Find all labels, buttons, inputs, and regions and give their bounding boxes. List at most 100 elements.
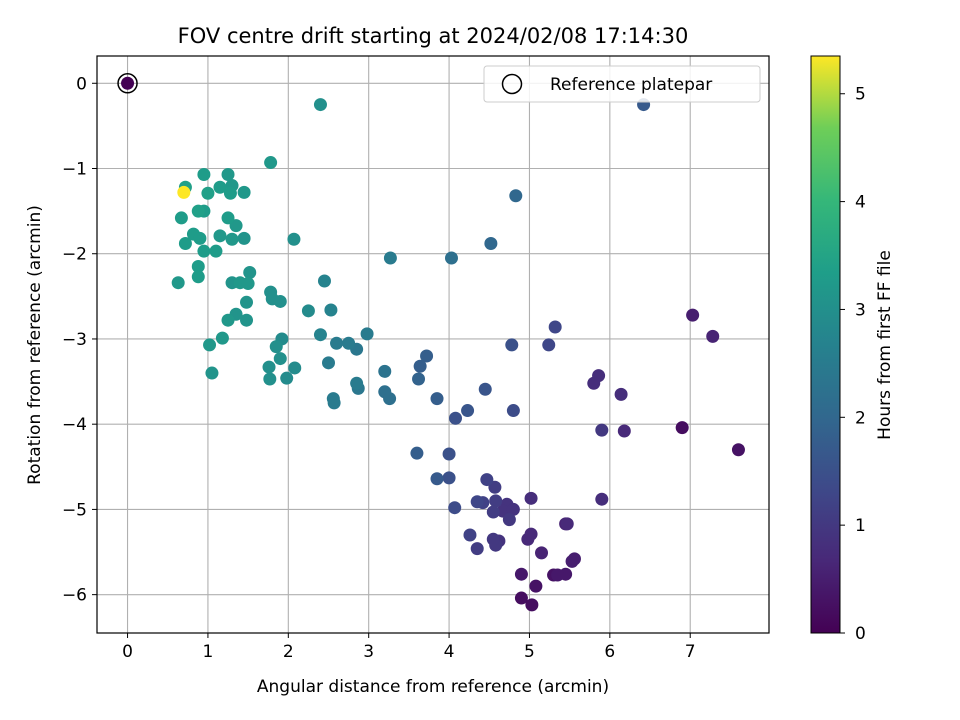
y-tick-label: −2: [62, 245, 87, 265]
y-tick-label: −6: [62, 586, 87, 606]
scatter-point: [213, 180, 227, 194]
scatter-point: [442, 447, 456, 461]
scatter-point: [317, 274, 331, 288]
x-tick-label: 0: [122, 642, 133, 662]
scatter-point: [269, 340, 283, 354]
x-tick-label: 5: [524, 642, 535, 662]
scatter-point: [617, 424, 631, 438]
legend-entry-reference: Reference platepar: [550, 75, 712, 95]
scatter-point: [412, 372, 426, 386]
scatter-point: [506, 404, 520, 418]
scatter-point: [171, 276, 185, 290]
scatter-point: [542, 338, 556, 352]
scatter-point: [486, 505, 500, 519]
scatter-point: [383, 251, 397, 265]
scatter-point: [524, 491, 538, 505]
colorbar-tick-label: 3: [855, 300, 866, 320]
scatter-point: [560, 517, 574, 531]
scatter-point: [193, 231, 207, 245]
scatter-point: [444, 251, 458, 265]
scatter-point: [675, 421, 689, 435]
colorbar-tick-label: 5: [855, 85, 866, 105]
legend: Reference platepar: [483, 65, 761, 103]
plot-area-frame: [96, 55, 770, 634]
scatter-point: [301, 304, 315, 318]
scatter-point: [240, 313, 254, 327]
scatter-point: [287, 232, 301, 246]
scatter-point: [463, 528, 477, 542]
scatter-point: [273, 294, 287, 308]
chart-title: FOV centre drift starting at 2024/02/08 …: [178, 24, 689, 48]
scatter-point: [731, 443, 745, 457]
x-axis-ticks: 0 1 2 3 4 5 6 7: [122, 633, 696, 662]
legend-box: [483, 65, 761, 103]
scatter-point: [614, 387, 628, 401]
scatter-point: [430, 472, 444, 486]
scatter-point: [221, 167, 235, 181]
scatter-point: [324, 303, 338, 317]
y-tick-label: −4: [62, 415, 87, 435]
scatter-point: [197, 244, 211, 258]
x-tick-label: 6: [604, 642, 615, 662]
y-tick-label: 0: [76, 74, 87, 94]
scatter-point: [514, 591, 528, 605]
scatter-point: [191, 204, 205, 218]
scatter-point: [551, 568, 565, 582]
scatter-point: [229, 219, 243, 233]
scatter-point: [178, 237, 192, 251]
scatter-point: [350, 376, 364, 390]
scatter-point: [174, 211, 188, 225]
scatter-point: [177, 185, 191, 199]
scatter-point: [241, 277, 255, 291]
scatter-point: [509, 189, 523, 203]
scatter-point: [223, 186, 237, 200]
colorbar-tick-label: 2: [855, 408, 866, 428]
scatter-point: [191, 260, 205, 274]
x-tick-label: 4: [444, 642, 455, 662]
scatter-point: [470, 542, 484, 556]
scatter-point: [413, 359, 427, 373]
colorbar-tick-label: 4: [855, 193, 866, 213]
x-tick-label: 2: [283, 642, 294, 662]
scatter-point: [243, 265, 257, 279]
scatter-point: [225, 232, 239, 246]
y-axis-label: Rotation from reference (arcmin): [25, 205, 45, 485]
scatter-point: [288, 361, 302, 375]
scatter-point: [686, 308, 700, 322]
scatter-point: [313, 98, 327, 112]
scatter-point: [548, 320, 562, 334]
scatter-point: [524, 527, 538, 541]
grid-lines: [97, 56, 769, 633]
scatter-point: [529, 579, 543, 593]
scatter-point: [420, 349, 434, 363]
scatter-point: [489, 494, 503, 508]
y-tick-label: −1: [62, 160, 87, 180]
colorbar-tick-label: 1: [855, 516, 866, 536]
scatter-point: [209, 244, 223, 258]
scatter-point: [595, 492, 609, 506]
reference-point-ring: [117, 73, 138, 94]
scatter-point: [505, 338, 519, 352]
y-tick-label: −3: [62, 330, 87, 350]
colorbar-label: Hours from first FF file: [875, 250, 895, 440]
x-axis-label: Angular distance from reference (arcmin): [257, 677, 609, 697]
scatter-point: [587, 376, 601, 390]
scatter-point: [486, 532, 500, 546]
scatter-point: [203, 338, 217, 352]
scatter-point: [201, 186, 215, 200]
scatter-point: [480, 473, 494, 487]
scatter-point: [488, 480, 502, 494]
x-tick-label: 7: [685, 642, 696, 662]
scatter-point: [567, 552, 581, 566]
scatter-point: [360, 327, 374, 341]
scatter-point: [237, 231, 251, 245]
y-tick-label: −5: [62, 500, 87, 520]
scatter-point: [484, 237, 498, 251]
scatter-point: [237, 185, 251, 199]
scatter-point: [525, 598, 539, 612]
scatter-point: [430, 392, 444, 406]
y-axis-ticks: 0 −1 −2 −3 −4 −5 −6: [62, 74, 97, 606]
scatter-point: [478, 382, 492, 396]
scatter-point: [535, 546, 549, 560]
scatter-point: [442, 471, 456, 485]
